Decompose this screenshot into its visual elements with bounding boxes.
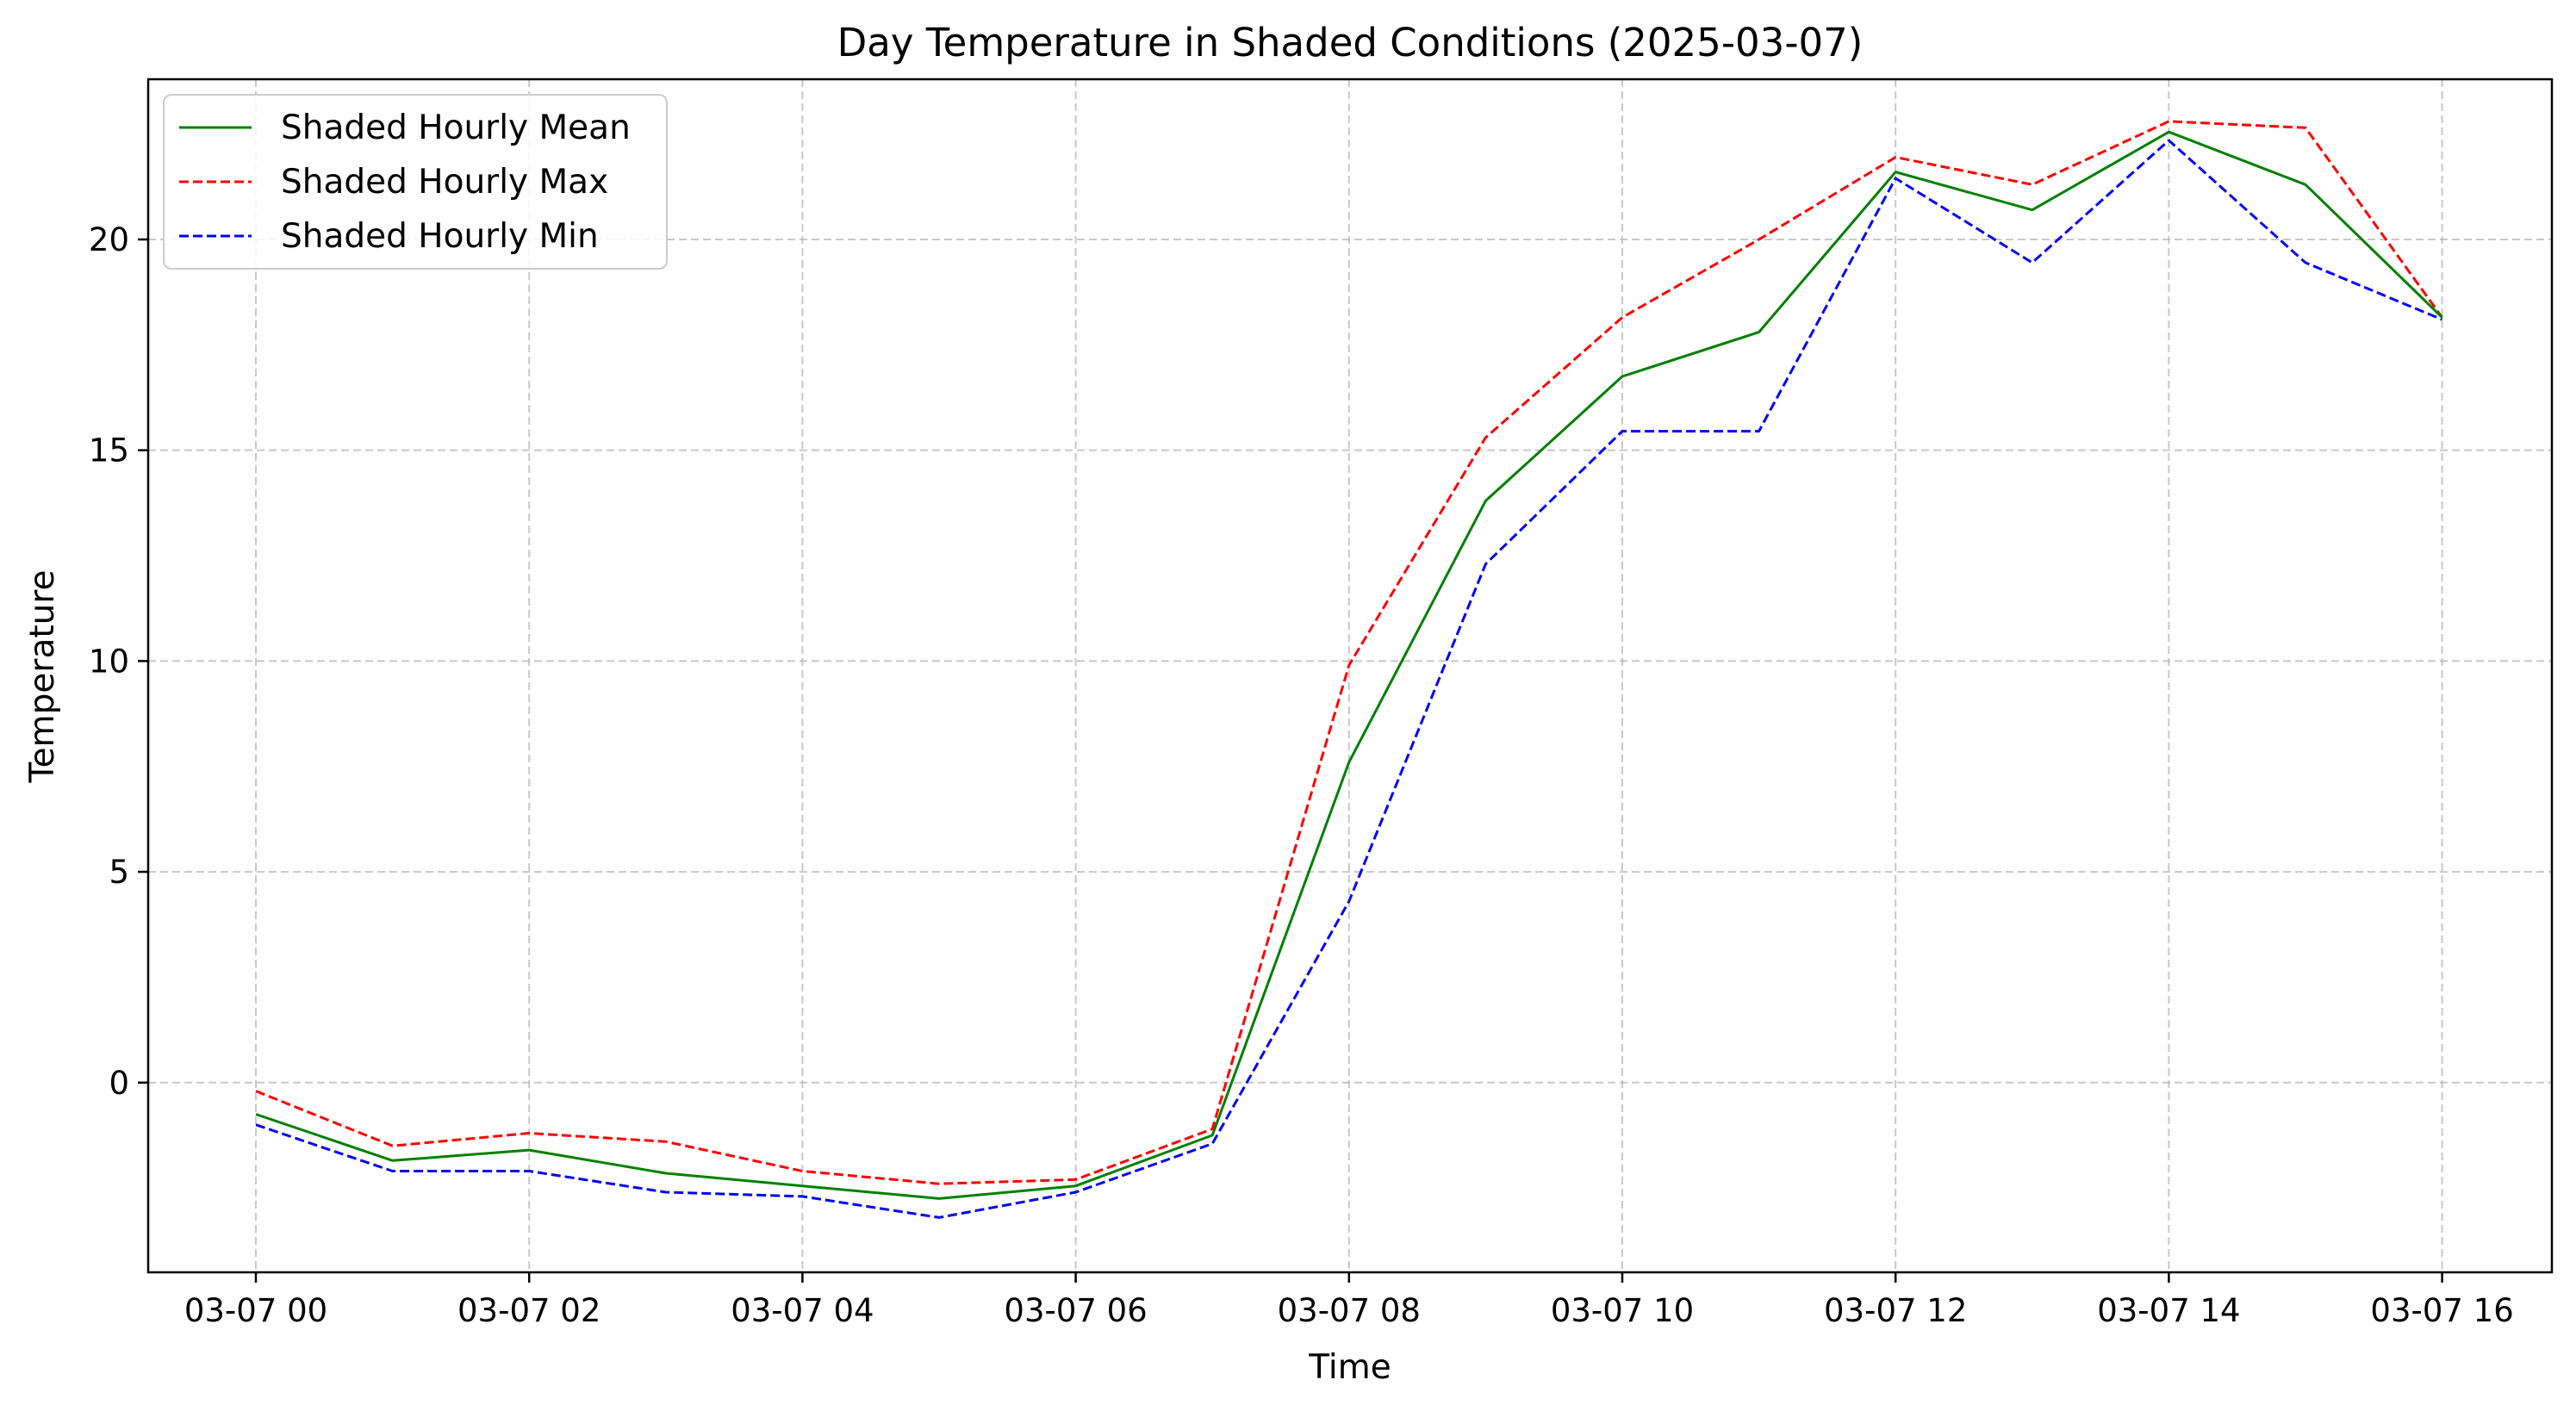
x-tick-label: 03-07 10 — [1551, 1292, 1694, 1329]
legend-entry-label: Shaded Hourly Max — [281, 163, 608, 202]
y-axis-label: Temperature — [23, 569, 62, 783]
legend-box — [163, 94, 668, 270]
y-tick-label: 15 — [89, 432, 129, 469]
y-tick-label: 20 — [89, 221, 129, 258]
series-line-shaded-hourly-mean — [255, 130, 2443, 1200]
x-tick-label: 03-07 04 — [731, 1292, 874, 1329]
x-axis-ticks: 03-07 00 03-07 02 03-07 04 03-07 06 03-07 08… — [184, 1272, 2514, 1329]
x-tick-label: 03-07 16 — [2370, 1292, 2513, 1329]
x-tick-label: 03-07 06 — [1004, 1292, 1147, 1329]
legend-entry-label: Shaded Hourly Mean — [281, 109, 631, 147]
y-axis-ticks: 0 5 10 15 20 — [89, 221, 148, 1102]
legend-entry-label: Shaded Hourly Min — [281, 217, 599, 256]
x-axis-label: Time — [1308, 1348, 1391, 1387]
plot-series — [255, 120, 2443, 1219]
chart-title: Day Temperature in Shaded Conditions (20… — [837, 20, 1864, 65]
y-tick-label: 5 — [109, 854, 129, 891]
x-tick-label: 03-07 12 — [1824, 1292, 1967, 1329]
x-tick-label: 03-07 08 — [1278, 1292, 1421, 1329]
series-line-shaded-hourly-max — [255, 120, 2443, 1185]
legend: Shaded Hourly Mean Shaded Hourly Max Shade… — [163, 94, 668, 270]
series-line-shaded-hourly-min — [255, 139, 2443, 1219]
x-tick-label: 03-07 00 — [184, 1292, 327, 1329]
y-tick-label: 0 — [109, 1065, 129, 1102]
y-tick-label: 10 — [89, 643, 129, 680]
x-tick-label: 03-07 14 — [2097, 1292, 2240, 1329]
x-tick-label: 03-07 02 — [457, 1292, 600, 1329]
